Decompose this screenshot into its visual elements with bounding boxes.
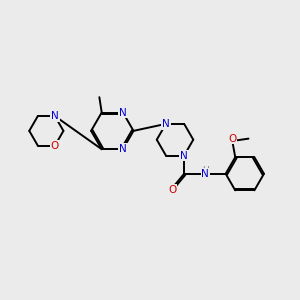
Text: O: O (168, 185, 176, 195)
Text: N: N (119, 107, 127, 118)
Text: H: H (202, 166, 209, 175)
Text: O: O (51, 141, 59, 151)
Text: N: N (162, 119, 170, 129)
Text: N: N (202, 169, 209, 179)
Text: N: N (180, 151, 188, 160)
Text: N: N (51, 111, 59, 121)
Text: N: N (119, 144, 127, 154)
Text: O: O (228, 134, 236, 144)
